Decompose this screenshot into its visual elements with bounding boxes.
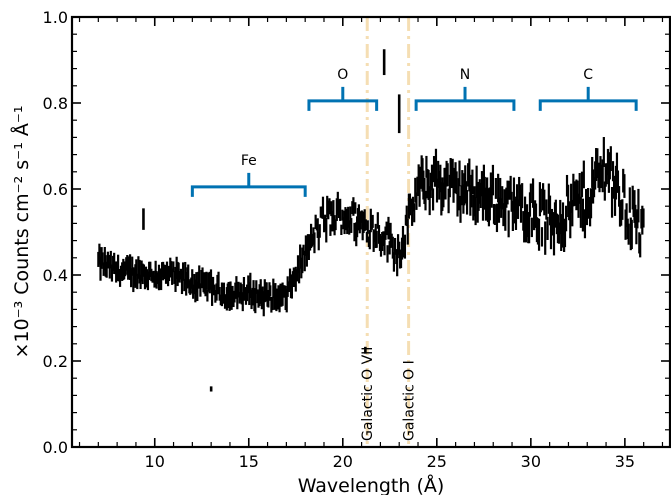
vline-label-0: Galactic O VII <box>360 347 376 441</box>
plot-frame <box>70 15 671 449</box>
bracket-label-fe: Fe <box>241 153 257 169</box>
bracket-o <box>307 86 379 111</box>
y-tick-label-1: 0.2 <box>43 352 68 371</box>
vline-label-1: Galactic O I <box>402 360 418 441</box>
vline-layer: Galactic O VII Galactic O I <box>360 17 418 447</box>
bracket-label-o: O <box>337 67 348 83</box>
bracket-label-n: N <box>460 67 470 83</box>
bracket-c <box>538 86 638 111</box>
x-tick-label-5: 35 <box>615 452 635 471</box>
bracket-layer: Fe O N C <box>190 67 638 197</box>
x-axis-title: Wavelength (Å) <box>298 474 445 495</box>
bracket-label-c: C <box>583 67 593 83</box>
y-tick-label-3: 0.6 <box>43 180 68 199</box>
y-tick-label-2: 0.4 <box>43 266 68 285</box>
bracket-n <box>414 86 516 111</box>
y-tick-label-4: 0.8 <box>43 94 68 113</box>
y-tick-label-5: 1.0 <box>43 8 68 27</box>
data-layer <box>97 49 645 392</box>
x-tick-label-4: 30 <box>521 452 541 471</box>
x-tick-label-2: 20 <box>333 452 353 471</box>
axes-layer: 10 15 20 25 30 35 0.0 0.2 0.4 0.6 0.8 1.0 <box>43 8 671 471</box>
bracket-fe <box>190 172 307 197</box>
y-tick-label-0: 0.0 <box>43 438 68 457</box>
x-tick-label-1: 15 <box>239 452 259 471</box>
x-tick-label-0: 10 <box>145 452 165 471</box>
x-tick-label-3: 25 <box>427 452 447 471</box>
y-axis-title: ×10⁻³ Counts cm⁻² s⁻¹ Å⁻¹ <box>10 105 33 358</box>
